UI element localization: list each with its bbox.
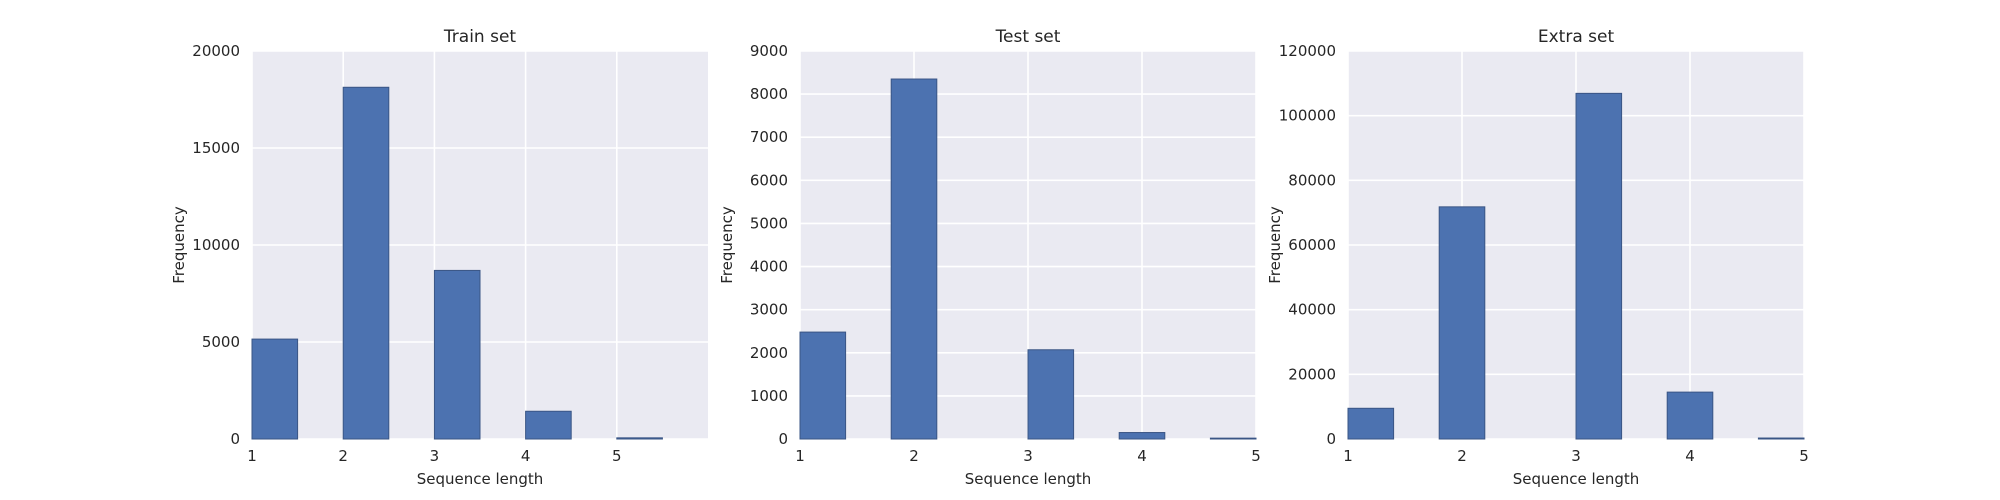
bar bbox=[251, 338, 299, 440]
x-tick-label: 2 bbox=[909, 447, 919, 465]
bar bbox=[1438, 206, 1486, 440]
bar bbox=[433, 269, 481, 440]
bar bbox=[1027, 349, 1075, 440]
y-tick-label: 2000 bbox=[750, 344, 788, 362]
y-tick-label: 5000 bbox=[750, 214, 788, 232]
y-tick-label: 6000 bbox=[750, 171, 788, 189]
y-axis-label: Frequency bbox=[1266, 206, 1284, 284]
x-tick-label: 5 bbox=[1251, 447, 1261, 465]
y-tick-label: 60000 bbox=[1288, 236, 1336, 254]
y-tick-label: 7000 bbox=[750, 128, 788, 146]
y-tick-label: 0 bbox=[230, 430, 240, 448]
x-tick-label: 3 bbox=[1023, 447, 1033, 465]
x-tick-label: 1 bbox=[1343, 447, 1353, 465]
y-tick-label: 80000 bbox=[1288, 171, 1336, 189]
y-tick-label: 0 bbox=[1326, 430, 1336, 448]
x-tick-label: 1 bbox=[247, 447, 257, 465]
x-tick-label: 2 bbox=[338, 447, 348, 465]
chart-title: Test set bbox=[995, 27, 1061, 47]
bar bbox=[1666, 391, 1714, 440]
x-axis-label: Sequence length bbox=[1513, 470, 1640, 488]
chart-extra-set: 0 20000 40000 60000 80000 100000 120000 1 2 3 4 5 Se… bbox=[1266, 27, 1809, 488]
chart-train-set: 0 5000 10000 15000 20000 1 2 3 4 5 Sequence length… bbox=[170, 27, 708, 488]
y-axis-label: Frequency bbox=[718, 206, 736, 284]
x-tick-label: 4 bbox=[521, 447, 531, 465]
y-tick-label: 10000 bbox=[192, 236, 240, 254]
y-tick-label: 20000 bbox=[1288, 365, 1336, 383]
y-tick-label: 9000 bbox=[750, 42, 788, 60]
bar bbox=[1575, 92, 1623, 440]
bar bbox=[616, 437, 663, 440]
x-tick-label: 2 bbox=[1457, 447, 1467, 465]
y-tick-label: 40000 bbox=[1288, 301, 1336, 319]
y-tick-label: 120000 bbox=[1279, 42, 1336, 60]
x-tick-label: 5 bbox=[1799, 447, 1809, 465]
y-tick-label: 8000 bbox=[750, 85, 788, 103]
y-axis-label: Frequency bbox=[170, 206, 188, 284]
y-tick-label: 15000 bbox=[192, 139, 240, 157]
y-tick-label: 1000 bbox=[750, 387, 788, 405]
x-axis-label: Sequence length bbox=[965, 470, 1092, 488]
bar bbox=[525, 410, 572, 440]
x-tick-label: 3 bbox=[1571, 447, 1581, 465]
y-tick-label: 4000 bbox=[750, 258, 788, 276]
bar bbox=[890, 78, 938, 440]
chart-title: Extra set bbox=[1538, 27, 1615, 47]
y-tick-label: 3000 bbox=[750, 301, 788, 319]
bar bbox=[799, 331, 847, 440]
x-tick-label: 3 bbox=[430, 447, 440, 465]
bar bbox=[1757, 437, 1805, 440]
bar bbox=[1209, 437, 1257, 440]
bar bbox=[1118, 432, 1166, 440]
y-tick-label: 0 bbox=[778, 430, 788, 448]
y-tick-label: 20000 bbox=[192, 42, 240, 60]
y-tick-label: 100000 bbox=[1279, 107, 1336, 125]
x-tick-label: 1 bbox=[795, 447, 805, 465]
bar bbox=[342, 86, 390, 440]
y-tick-label: 5000 bbox=[202, 333, 240, 351]
x-tick-label: 5 bbox=[612, 447, 622, 465]
chart-test-set: 0 1000 2000 3000 4000 5000 6000 7000 8000 9000 1 2 3… bbox=[718, 27, 1261, 488]
chart-title: Train set bbox=[443, 27, 517, 47]
x-axis-label: Sequence length bbox=[417, 470, 544, 488]
x-tick-label: 4 bbox=[1137, 447, 1147, 465]
bar bbox=[1347, 407, 1395, 440]
x-tick-label: 4 bbox=[1685, 447, 1695, 465]
